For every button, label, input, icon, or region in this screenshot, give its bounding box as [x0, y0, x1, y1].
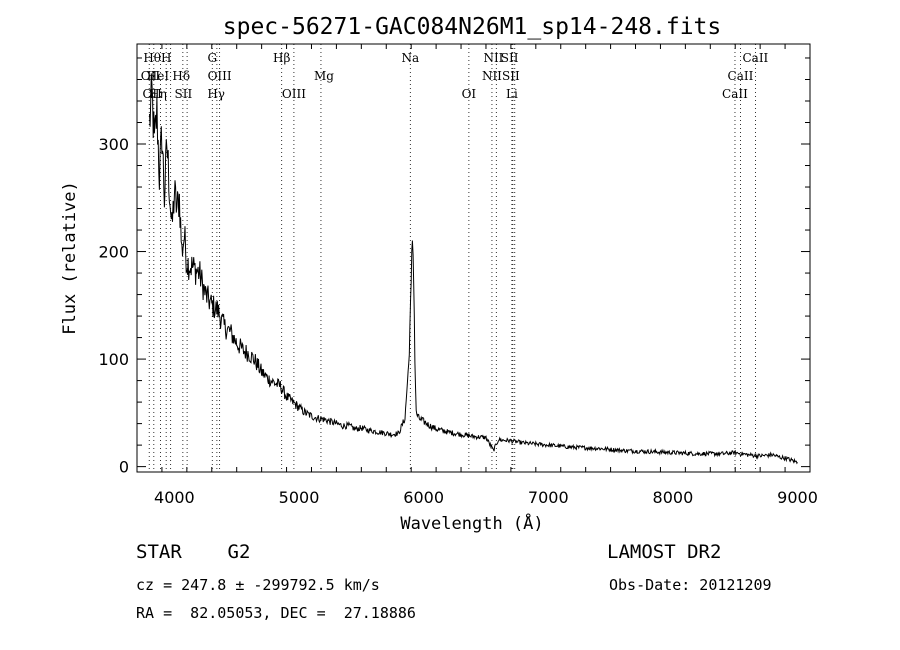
line-label: Hβ [273, 51, 290, 65]
x-tick-label: 9000 [777, 488, 818, 507]
plot-frame [136, 43, 811, 473]
line-label: SII [501, 51, 519, 65]
y-axis-label: Flux (relative) [60, 181, 80, 335]
line-label: OII [141, 69, 161, 83]
x-tick-label: 5000 [279, 488, 320, 507]
line-label: Mg [314, 69, 334, 83]
line-label: Hδ [172, 69, 190, 83]
spectral-line-markers [148, 44, 756, 472]
line-label: OI [462, 87, 477, 101]
line-label: Hη [149, 87, 167, 101]
y-tick-label: 0 [119, 458, 129, 477]
x-tick-label: 8000 [653, 488, 694, 507]
line-label: CaII [742, 51, 768, 65]
y-tick-label: 300 [98, 135, 129, 154]
line-label: G [207, 51, 217, 65]
spectral-line-labels: OIIHθOIIHeIHηHSIIHδGHγOIIIHβOIIIMgNaOINI… [141, 51, 769, 101]
line-label: OIII [282, 87, 306, 101]
object-class: STAR G2 [136, 541, 251, 563]
redshift-velocity: cz = 247.8 ± -299792.5 km/s [136, 576, 380, 594]
x-tick-label: 7000 [528, 488, 569, 507]
spectrum-series-line [149, 73, 798, 465]
x-tick-label: 4000 [154, 488, 195, 507]
line-label: Hθ [143, 51, 161, 65]
y-tick-label: 200 [98, 243, 129, 262]
x-tick-label: 6000 [403, 488, 444, 507]
line-label: NII [483, 51, 503, 65]
ra-dec-coordinates: RA = 82.05053, DEC = 27.18886 [136, 604, 416, 622]
line-label: SII [502, 69, 520, 83]
line-label: Na [401, 51, 419, 65]
line-label: CaII [728, 69, 754, 83]
x-axis-label: Wavelength (Å) [400, 512, 543, 534]
line-label: Li [506, 87, 518, 101]
y-axis-ticks: 0 100 200 300 [98, 57, 810, 477]
chart-title: spec-56271-GAC084N26M1_sp14-248.fits [223, 14, 722, 40]
line-label: H [161, 51, 171, 65]
observation-date: Obs-Date: 20121209 [609, 576, 772, 594]
line-label: Hγ [207, 87, 225, 101]
line-label: NII [482, 69, 502, 83]
line-label: HeI [147, 69, 170, 83]
line-label: SII [175, 87, 193, 101]
line-label: CaII [722, 87, 748, 101]
survey-name: LAMOST DR2 [607, 541, 722, 563]
x-axis-ticks: 4000 5000 6000 7000 8000 9000 [136, 44, 818, 507]
line-label: OIII [208, 69, 232, 83]
y-tick-label: 100 [98, 350, 129, 369]
